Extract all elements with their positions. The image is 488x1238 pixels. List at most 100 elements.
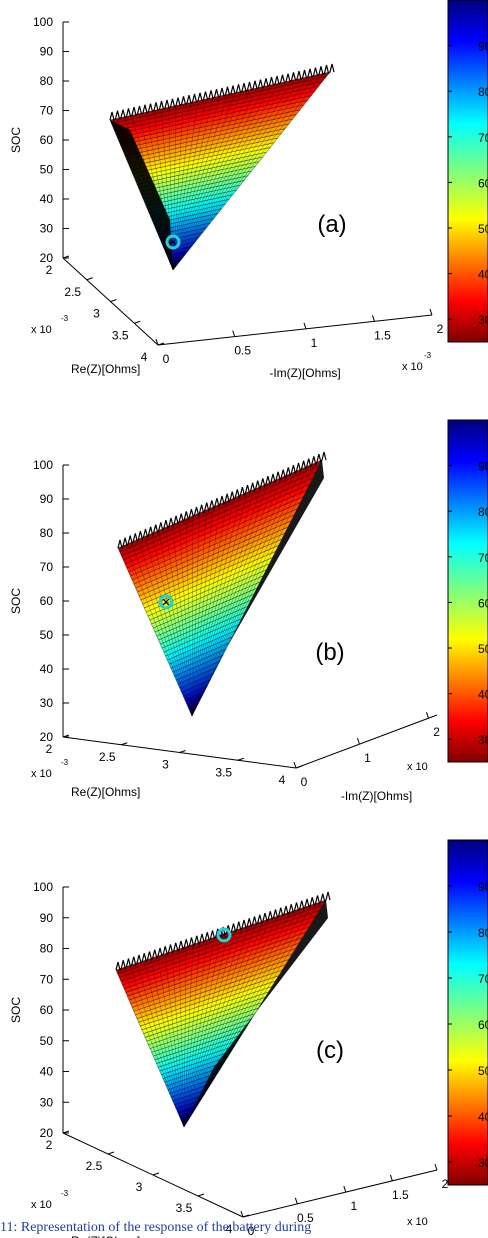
surface-edge xyxy=(115,891,331,972)
x-axis-exponent-power: -3 xyxy=(61,1189,69,1198)
z-axis-label: SOC xyxy=(9,997,23,1023)
y-axis-line xyxy=(295,714,438,769)
operating-point-cross xyxy=(220,931,228,939)
colorbar xyxy=(447,839,488,1186)
surface-mesh-line xyxy=(191,509,207,717)
y-axis-tick xyxy=(294,1197,298,1204)
y-axis-tick xyxy=(240,1210,244,1218)
x-axis-tick-label: 4 xyxy=(141,350,148,364)
z-axis-tick-label: 40 xyxy=(40,192,54,206)
y-axis-tick-label: 1.5 xyxy=(374,328,391,342)
colorbar xyxy=(447,419,488,763)
y-axis-tick-label: 2 xyxy=(437,322,444,336)
z-axis-tick-label: 100 xyxy=(33,458,53,472)
surface-mesh-line xyxy=(172,103,184,271)
surface-mesh-line xyxy=(172,76,309,271)
y-axis-tick-label: 1 xyxy=(311,336,318,350)
y-axis-tick-label: 2 xyxy=(433,725,440,739)
y-axis-label: -Im(Z)[Ohms] xyxy=(341,789,412,803)
y-axis-tick xyxy=(232,330,236,337)
x-axis-tick-label: 2 xyxy=(46,1138,53,1152)
surface-mesh-line xyxy=(144,536,193,717)
colorbar-tick-label: 80 xyxy=(478,926,488,940)
surface-edge xyxy=(117,451,327,550)
z-axis-tick-label: 70 xyxy=(40,560,54,574)
surface-mesh-line xyxy=(172,81,287,271)
colorbar-tick-label: 40 xyxy=(478,268,488,282)
y-axis-tick-label: 0 xyxy=(163,352,170,366)
surface-mesh-line xyxy=(183,934,222,1128)
surface-mesh-line xyxy=(172,78,301,271)
x-axis-tick xyxy=(152,1172,160,1176)
x-axis-exponent: x 10 xyxy=(31,324,52,336)
z-axis-tick-label: 90 xyxy=(40,911,54,925)
y-axis-tick-label: 0.5 xyxy=(234,344,251,358)
surface-mesh-line xyxy=(150,958,185,1128)
surface-mesh-line xyxy=(185,518,193,717)
y-axis-exponent: x 10 xyxy=(407,761,428,773)
panel-label: (b) xyxy=(315,639,344,666)
colorbar-tick-label: 40 xyxy=(478,1110,488,1124)
colorbar-tick-label: 70 xyxy=(478,551,488,565)
surface-mesh-line xyxy=(191,492,248,717)
surface-mesh-line xyxy=(172,95,221,271)
colorbar-tick-label: 30 xyxy=(478,1156,488,1170)
y-axis-exponent: x 10 xyxy=(407,1216,428,1228)
panel-label: (c) xyxy=(316,1037,344,1064)
surface-mesh-line xyxy=(172,83,279,271)
x-axis-exponent: x 10 xyxy=(31,1199,52,1211)
colorbar-tick-label: 90 xyxy=(478,880,488,894)
surface-mesh-line xyxy=(183,911,292,1128)
z-axis-tick-label: 60 xyxy=(40,1003,54,1017)
surface-mesh-line xyxy=(191,489,255,717)
x-axis-tick xyxy=(121,742,128,746)
surface-mesh-line xyxy=(183,937,215,1128)
surface-mesh-line xyxy=(131,542,193,717)
surface-mesh-line xyxy=(157,955,185,1128)
x-axis-tick-label: 3 xyxy=(93,307,100,321)
surface-mesh-line xyxy=(172,87,257,271)
z-axis-tick-label: 100 xyxy=(33,880,53,894)
z-axis-tick-label: 30 xyxy=(40,1095,54,1109)
x-axis-tick xyxy=(62,734,70,738)
x-axis-tick-label: 2.5 xyxy=(86,1159,103,1173)
surface-mesh-line xyxy=(172,91,243,271)
colorbar-tick-label: 50 xyxy=(478,222,488,236)
surface-mesh-line xyxy=(124,544,193,717)
operating-point-cross xyxy=(162,598,170,606)
z-axis-tick-label: 90 xyxy=(40,45,54,59)
z-axis-tick-label: 20 xyxy=(40,1126,54,1140)
y-axis-tick xyxy=(293,761,297,769)
x-axis-tick-label: 2.5 xyxy=(99,750,116,764)
surface-mesh-line xyxy=(191,515,194,717)
surface-mesh-line xyxy=(172,79,294,271)
x-axis-tick-label: 4 xyxy=(279,773,286,787)
x-axis-tick xyxy=(134,320,141,324)
surface-mesh-line xyxy=(151,533,193,717)
surface-mesh-line xyxy=(191,471,296,717)
surface-mesh-line xyxy=(122,967,185,1128)
colorbar-tick-label: 60 xyxy=(478,596,488,610)
x-axis-tick xyxy=(197,1193,205,1197)
surface-mesh-line xyxy=(158,530,193,717)
x-axis-tick-label: 4 xyxy=(226,1222,233,1236)
y-axis-tick-label: 2 xyxy=(442,1177,449,1191)
surface-shadow-face xyxy=(110,120,173,270)
x-axis-tick-label: 2 xyxy=(46,742,53,756)
y-axis-tick-label: 0 xyxy=(248,1224,255,1238)
x-axis-tick xyxy=(107,1151,115,1155)
surface-mesh-line xyxy=(191,462,316,717)
colorbar-tick-label: 50 xyxy=(478,1064,488,1078)
x-axis-label: Re(Z)[Ohms] xyxy=(71,1234,140,1238)
colorbar-tick-label: 70 xyxy=(478,131,488,145)
x-axis-exponent-power: -3 xyxy=(61,758,69,767)
surface-mesh-line xyxy=(191,468,302,717)
colorbar-tick-label: 80 xyxy=(478,505,488,519)
y-axis-line xyxy=(242,1169,438,1218)
z-axis-tick-label: 20 xyxy=(40,251,54,265)
y-axis-exponent-power: -3 xyxy=(424,351,432,360)
z-axis-tick-label: 30 xyxy=(40,222,54,236)
z-axis-tick-label: 100 xyxy=(33,15,53,29)
surface-mesh-line xyxy=(183,941,201,1128)
y-axis-tick xyxy=(389,1174,393,1181)
